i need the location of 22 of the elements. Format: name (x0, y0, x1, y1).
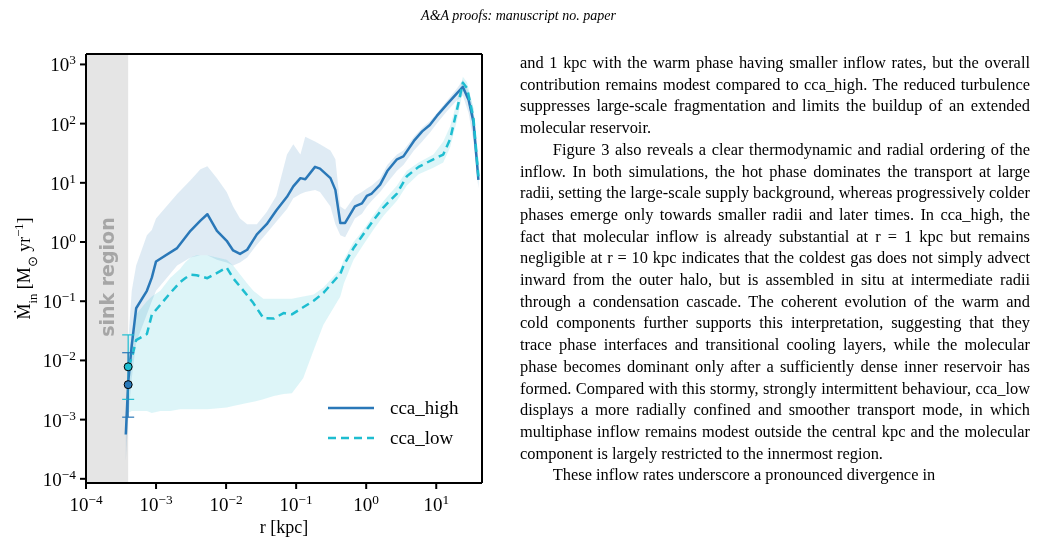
legend-label: cca_high (390, 397, 459, 419)
x-tick-label: 10$^{−3}$ (139, 491, 173, 515)
text: These inflow rates underscore a pronounced divergence in (551, 464, 937, 487)
y-tick-label: 10$^{−4}$ (42, 466, 77, 490)
x-tick-label: 10$^{0}$ (353, 491, 380, 515)
y-tick-label: 10$^{3}$ (50, 51, 77, 76)
text: and 1 kpc with the warm phase having smaller inflow rates, but the overall contribution remains modest compared to cca_high. The reduced turbulence suppresses large-scale fragmentation and limits the buildup of an extended molecular reservoir. (520, 52, 1030, 139)
x-axis-title: r [kpc] (259, 517, 309, 537)
y-tick-label: 10$^{0}$ (50, 229, 77, 254)
x-tick-label: 10$^{−4}$ (69, 491, 103, 515)
y-tick-label: 10$^{−2}$ (42, 347, 76, 372)
y-tick-label: 10$^{2}$ (50, 111, 76, 135)
band-label: sink region (96, 217, 119, 337)
x-tick-label: 10$^{−2}$ (209, 491, 243, 515)
text: A&A proofs: manuscript no. paper (419, 8, 617, 24)
legend-label: cca_low (390, 427, 454, 449)
y-tick-label: 10$^{1}$ (50, 170, 76, 194)
y-tick-label: 10$^{−1}$ (42, 288, 76, 313)
text: Figure 3 also reveals a clear thermodynamic and radial ordering of the inflow. In both simulations, the hot phase dominates the transport at large radii, setting the large-scale supply background, whereas progressively colder phases emerge only towards smaller radii and later times. In cca_high, the fact that molecular inflow is already substantial at r = 1 kpc but remains negligible at r = 10 kpc indicates that the coldest gas does not simply advect inward from the outer halo, but is assembled in situ at intermediate radii through a condensation cascade. The coherent evolution of the warm and cold components further supports this interpretation, suggesting that they trace phase interfaces and transitional cooling layers, while the molecular phase becomes dominant only after a sufficiently dense inner reservoir has formed. Compared with this stormy, strongly intermittent behaviour, cca_low displays a more radially confined and smoother transport mode, in which multiphase inflow remains modest outside the central kpc and the molecular component is largely restricted to the innermost region. (520, 139, 1030, 463)
x-tick-label: 10$^{1}$ (423, 491, 450, 515)
x-tick-label: 10$^{−1}$ (279, 491, 313, 515)
y-tick-label: 10$^{−3}$ (42, 407, 77, 431)
